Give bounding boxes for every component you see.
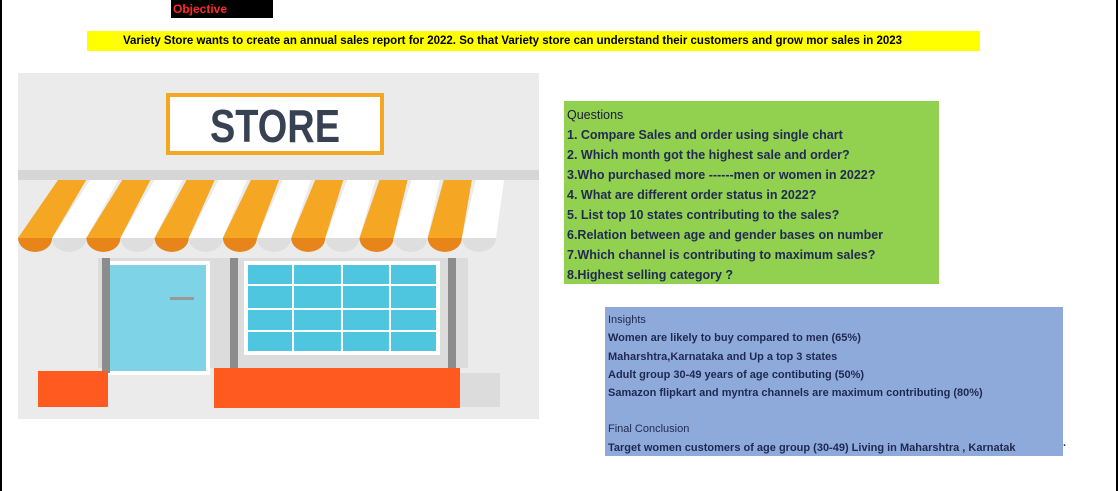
- awning-scallop: [427, 238, 462, 252]
- awning-scallop: [325, 238, 360, 253]
- awning-scallop: [86, 238, 121, 252]
- insight-item: Adult group 30-49 years of age contibuti…: [608, 368, 865, 381]
- planter-left: [38, 371, 108, 407]
- awning-stripe: [52, 180, 119, 238]
- awning-scallop: [461, 238, 496, 253]
- awning-scallop: [188, 238, 223, 252]
- awning-scallop: [291, 238, 326, 253]
- awning-stripe: [427, 180, 472, 238]
- store-door: [106, 261, 210, 375]
- awning-stripe: [393, 180, 440, 238]
- question-item: 7.Which channel is contributing to maxim…: [567, 248, 876, 262]
- insight-item: Maharshtra,Karnataka and Up a top 3 stat…: [608, 350, 838, 363]
- awning-stripe: [359, 180, 408, 238]
- store-illustration: STORE: [18, 73, 539, 419]
- awning-stripe: [86, 180, 151, 238]
- insights-title: Insights: [608, 314, 646, 326]
- awning-scallop: [120, 238, 155, 252]
- right-border: [1116, 0, 1118, 491]
- question-item: 8.Highest selling category ?: [567, 268, 734, 282]
- awning-stripe: [291, 180, 344, 238]
- insight-item: Samazon flipkart and myntra channels are…: [608, 387, 983, 400]
- question-item: 3.Who purchased more ------men or women …: [567, 168, 876, 182]
- question-item: 1. Compare Sales and order using single …: [567, 128, 843, 142]
- awning-scallop: [393, 238, 428, 253]
- conclusion-title: Final Conclusion: [608, 423, 690, 436]
- question-item: 4. What are different order status in 20…: [567, 188, 817, 202]
- awning-stripe: [18, 180, 87, 238]
- awning-scallop: [257, 238, 292, 253]
- objective-label: Objective: [171, 0, 273, 18]
- questions-box: Questions 1. Compare Sales and order usi…: [564, 101, 939, 284]
- question-item: 6.Relation between age and gender bases …: [567, 228, 884, 242]
- column-right: [448, 258, 456, 373]
- awning-stripe: [188, 180, 247, 238]
- store-sign: [166, 93, 384, 155]
- awning-stripe: [222, 180, 279, 238]
- column-mid: [230, 258, 238, 373]
- questions-title: Questions: [567, 108, 624, 122]
- question-item: 5. List top 10 states contributing to th…: [567, 208, 840, 222]
- awning-scallop: [154, 238, 189, 253]
- store-roof-bar: [18, 170, 496, 180]
- conclusion-tail: .: [1063, 437, 1067, 449]
- awning-stripe: [120, 180, 183, 238]
- awning-scallop: [52, 238, 87, 253]
- column-left: [102, 258, 110, 373]
- awning-stripe: [154, 180, 215, 238]
- objective-banner: Variety Store wants to create an annual …: [87, 31, 980, 51]
- door-handle: [170, 297, 194, 300]
- awning: [18, 180, 504, 253]
- awning-stripe: [325, 180, 376, 238]
- insights-box: Insights Women are likely to buy compare…: [605, 307, 1063, 456]
- awning-stripe: [461, 180, 504, 238]
- conclusion-text: Target women customers of age group (30-…: [608, 441, 1016, 454]
- store-sign-text: STORE: [210, 100, 340, 152]
- insight-item: Women are likely to buy compared to men …: [608, 332, 861, 345]
- awning-stripe: [257, 180, 312, 238]
- planter-right: [214, 368, 460, 408]
- awning-scallop: [359, 238, 394, 253]
- awning-scallop: [18, 238, 53, 253]
- left-border: [0, 0, 2, 491]
- question-item: 2. Which month got the highest sale and …: [567, 148, 850, 162]
- awning-scallop: [222, 238, 257, 252]
